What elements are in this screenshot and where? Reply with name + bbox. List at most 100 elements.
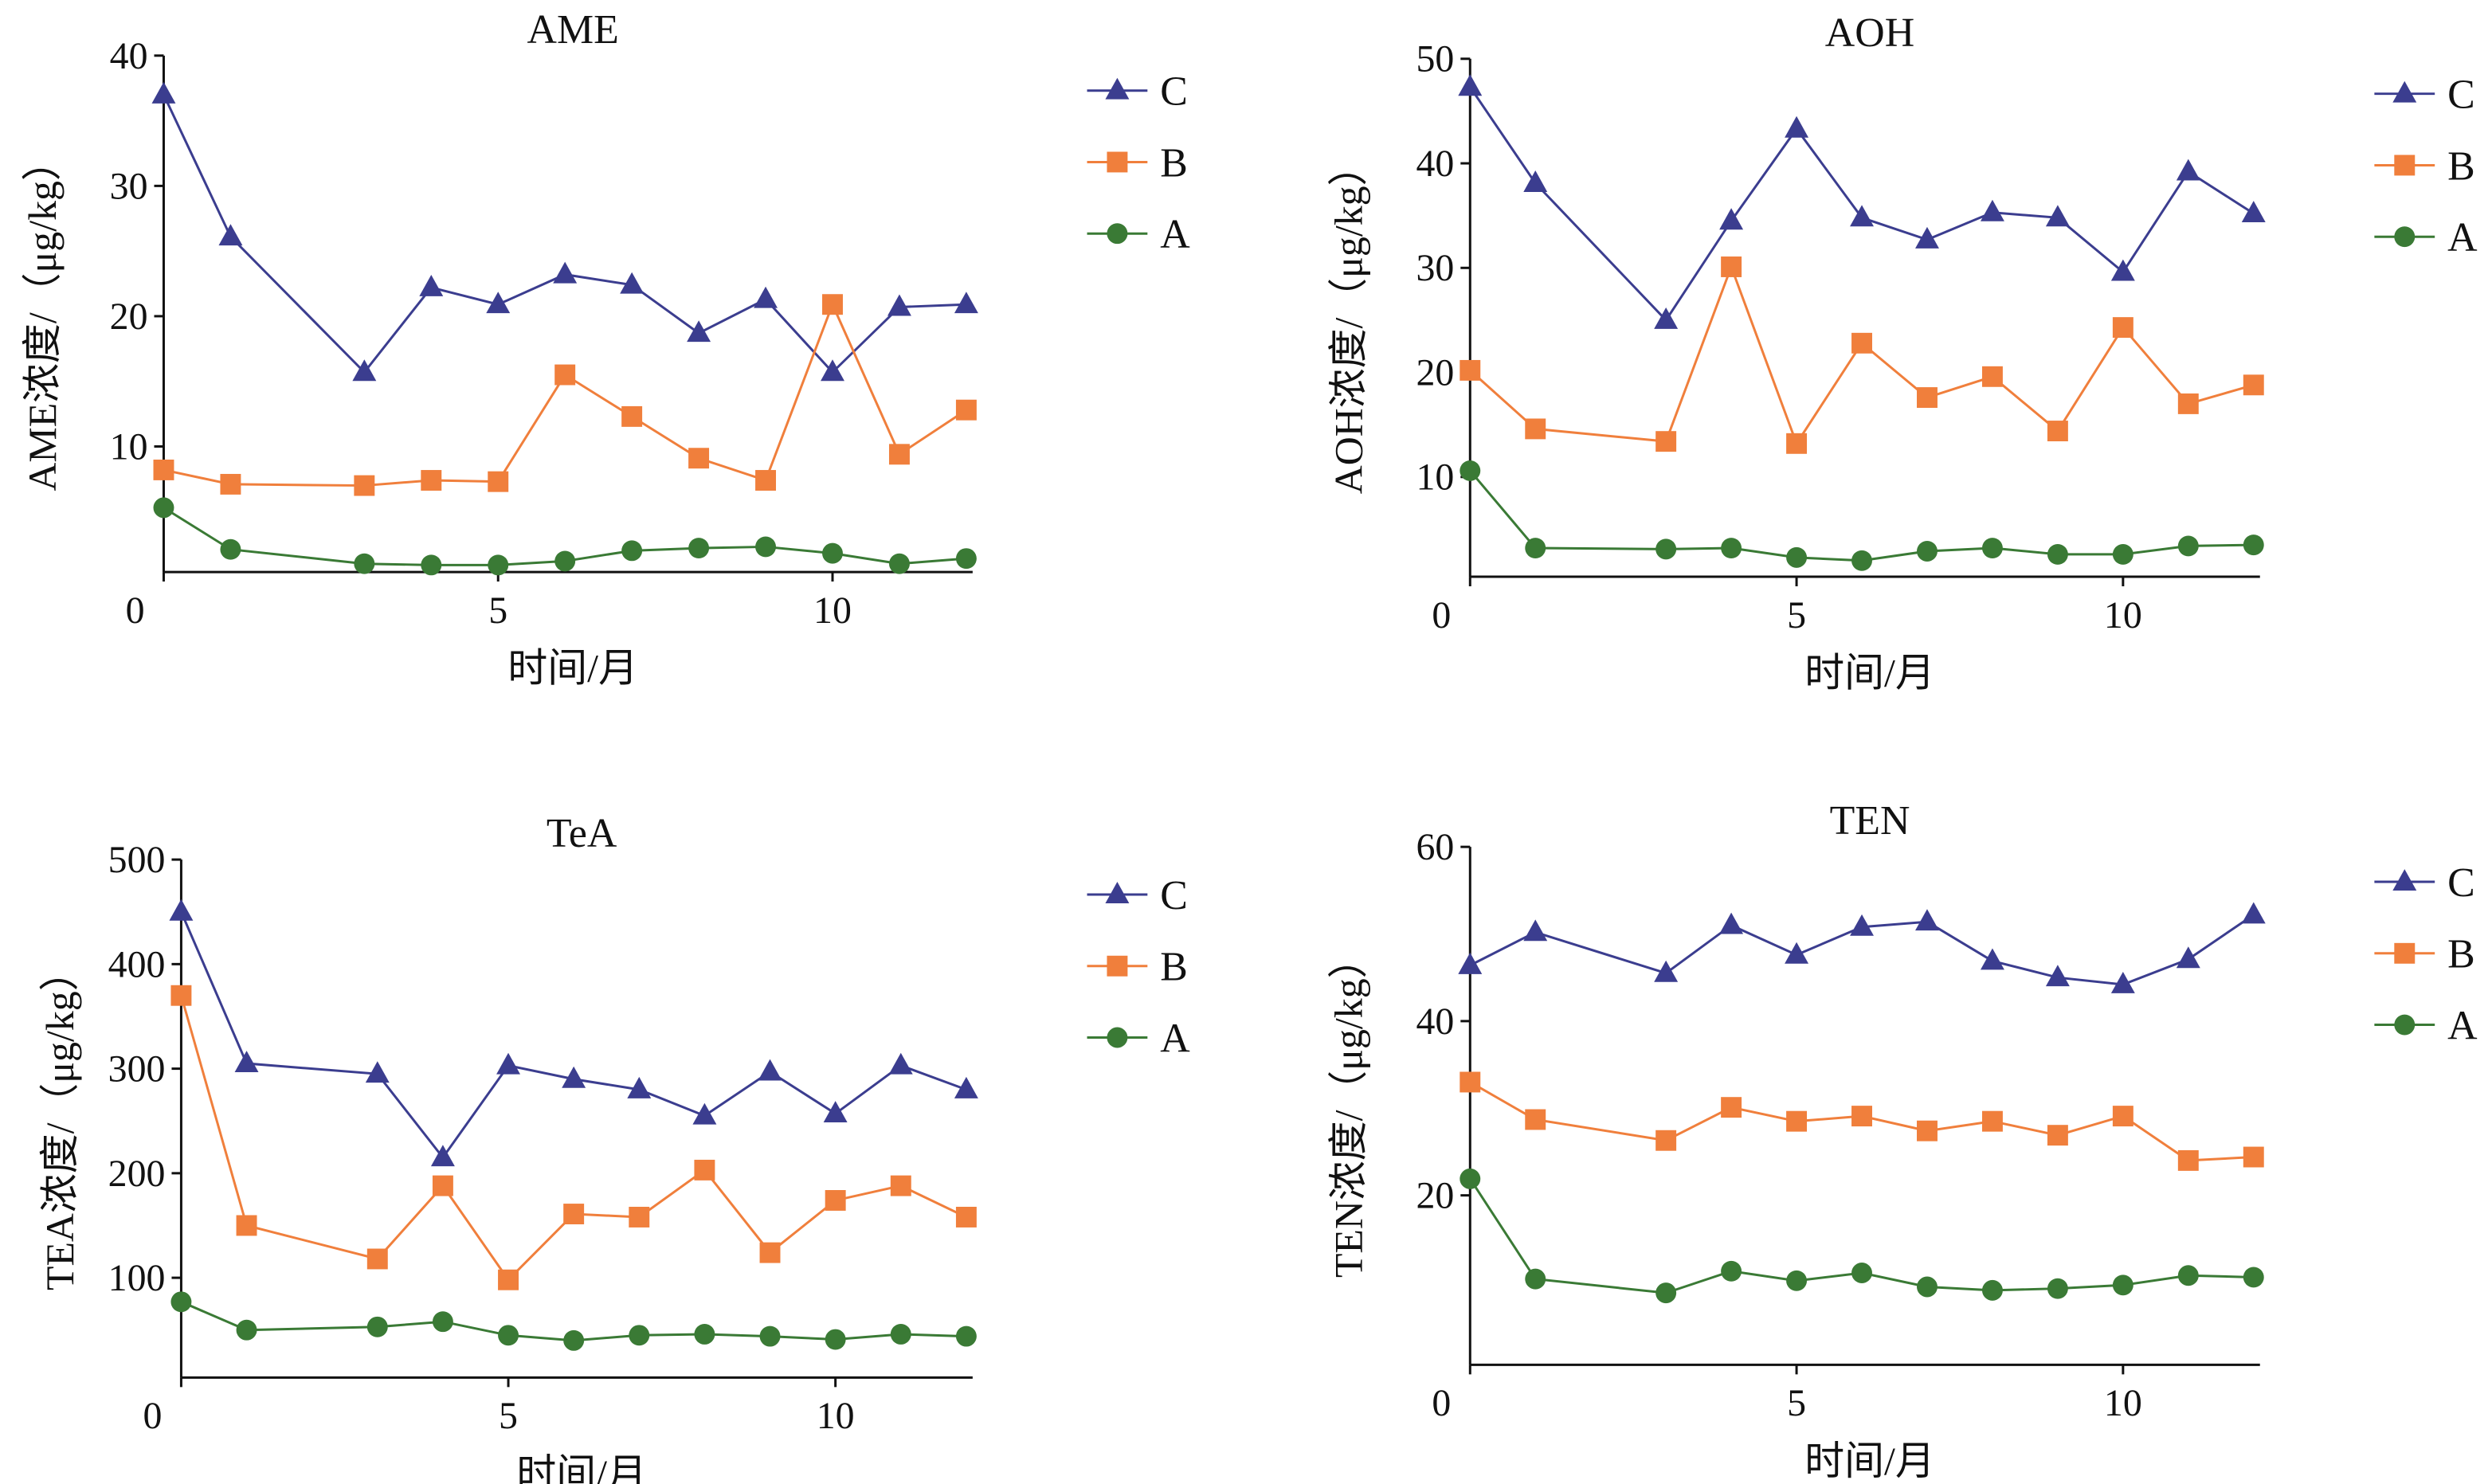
marker <box>687 320 711 343</box>
series-line <box>1469 1178 2254 1294</box>
y-tick-label: 200 <box>108 1153 166 1195</box>
marker <box>758 1059 782 1081</box>
marker <box>954 292 978 314</box>
marker <box>169 899 194 921</box>
marker <box>1785 116 1809 138</box>
marker <box>563 1329 585 1351</box>
legend-label: B <box>1160 140 1188 186</box>
marker <box>2394 1014 2416 1036</box>
marker <box>2112 1275 2133 1296</box>
x-tick-label: 10 <box>2104 594 2142 636</box>
marker <box>1851 1106 1872 1127</box>
marker <box>627 1076 652 1098</box>
marker <box>825 1190 846 1211</box>
marker <box>1917 1276 1938 1298</box>
marker <box>153 459 174 480</box>
marker <box>2243 534 2264 556</box>
marker <box>1107 223 1128 245</box>
marker <box>498 1325 519 1346</box>
marker <box>421 470 442 491</box>
marker <box>890 1175 911 1196</box>
marker <box>1107 151 1128 173</box>
legend-label: C <box>1160 69 1188 115</box>
marker <box>2112 543 2133 565</box>
x-tick-label: 0 <box>1432 1382 1451 1424</box>
marker <box>888 444 910 465</box>
marker <box>2176 946 2200 969</box>
marker <box>1786 1110 1808 1132</box>
marker <box>1654 307 1679 329</box>
marker <box>1721 256 1742 277</box>
marker <box>234 1051 259 1073</box>
marker <box>2112 317 2133 339</box>
marker <box>236 1215 257 1236</box>
marker <box>562 1066 586 1088</box>
y-tick-label: 40 <box>1416 143 1454 185</box>
marker <box>1851 550 1872 571</box>
chart-title: TeA <box>547 811 617 856</box>
marker <box>419 274 444 296</box>
marker <box>1460 460 1481 481</box>
marker <box>1525 1268 1546 1290</box>
marker <box>2241 201 2266 223</box>
series-line <box>163 507 967 566</box>
marker <box>553 261 578 284</box>
y-tick-label: 40 <box>1416 1000 1454 1043</box>
marker <box>2047 1125 2068 1146</box>
marker <box>153 497 174 519</box>
chart-panel: 10 20 30 40 50 0 5 10 AOH 时间/月 AOH浓度/（μg/kg） CBA <box>1327 10 2478 695</box>
marker <box>694 1159 715 1181</box>
marker <box>887 294 911 316</box>
legend-label: C <box>2447 860 2475 906</box>
chart-panel: 10 20 30 40 0 5 10 AME 时间/月 AME浓度/（μg/kg） CBA <box>21 7 1190 691</box>
marker <box>1980 199 2004 221</box>
marker <box>352 359 377 382</box>
marker <box>1915 226 1939 249</box>
marker <box>365 1061 390 1083</box>
y-tick-label: 30 <box>110 165 148 207</box>
y-tick-label: 10 <box>110 425 148 468</box>
marker <box>1719 208 1744 230</box>
x-tick-label: 5 <box>499 1395 518 1437</box>
legend-label: C <box>1160 873 1188 918</box>
y-axis-label: TEN浓度/（μg/kg） <box>1327 938 1371 1278</box>
marker <box>2392 869 2417 891</box>
marker <box>825 1329 846 1350</box>
chart-title: TEN <box>1830 798 1910 844</box>
marker <box>1917 541 1938 562</box>
y-tick-label: 60 <box>1416 826 1454 868</box>
marker <box>1523 170 1548 192</box>
marker <box>218 224 243 246</box>
marker <box>2392 80 2417 103</box>
marker <box>955 1325 977 1347</box>
series-line <box>163 94 966 374</box>
marker <box>170 985 192 1006</box>
marker <box>821 359 844 382</box>
marker <box>1655 538 1677 560</box>
marker <box>759 1242 781 1263</box>
x-tick-label: 5 <box>488 589 507 632</box>
marker <box>2047 1278 2068 1299</box>
x-tick-label: 10 <box>813 589 852 632</box>
marker <box>759 1325 781 1347</box>
marker <box>498 1269 519 1290</box>
marker <box>2045 965 2070 987</box>
marker <box>1721 1260 1742 1282</box>
marker <box>554 550 576 572</box>
y-tick-label: 400 <box>108 943 166 985</box>
marker <box>1850 205 1874 227</box>
marker <box>620 272 645 294</box>
marker <box>421 554 442 576</box>
series-line <box>1469 86 2255 323</box>
marker <box>1525 1109 1546 1130</box>
marker <box>629 1207 650 1228</box>
marker <box>1786 433 1808 454</box>
marker <box>2177 1265 2199 1286</box>
marker <box>955 399 977 421</box>
marker <box>2243 374 2264 396</box>
x-tick-label: 0 <box>143 1395 163 1437</box>
series-line <box>180 1300 966 1342</box>
marker <box>488 471 509 492</box>
x-axis-label: 时间/月 <box>516 1452 646 1484</box>
